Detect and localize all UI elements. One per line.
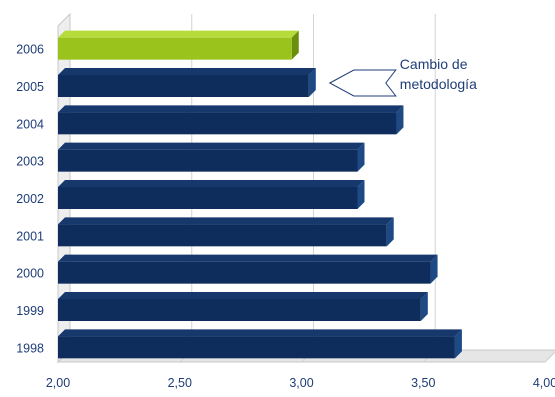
bars [58, 30, 462, 359]
annotation: Cambio de metodología [328, 56, 477, 97]
y-tick-label: 2002 [16, 192, 44, 206]
bar-top-face [58, 142, 365, 150]
y-tick-label: 1998 [16, 341, 44, 355]
annotation-text-line1: Cambio de [400, 56, 468, 72]
bar-front-face [58, 112, 397, 135]
y-axis-tick-labels: 1998 1999 2000 2001 2002 2003 2004 2005 2006 [16, 43, 44, 356]
y-tick-label: 2000 [16, 267, 44, 281]
bar-top-face [58, 217, 394, 225]
bar-side-face [454, 329, 462, 359]
bar-2001 [58, 217, 394, 247]
bar-front-face [58, 336, 455, 359]
bar-2006 [58, 30, 299, 60]
annotation-arrow-icon [328, 69, 397, 97]
y-tick-label: 2003 [16, 155, 44, 169]
bar-1999 [58, 292, 428, 321]
bar-side-face [430, 254, 438, 284]
x-tick-label: 3,00 [289, 376, 313, 390]
bar-2004 [58, 105, 404, 135]
bar-top-face [58, 180, 365, 187]
bar-top-face [58, 105, 404, 113]
gridline-floor [544, 351, 555, 363]
bar-side-face [420, 292, 428, 321]
bar-top-face [58, 329, 462, 337]
x-tick-label: 3,50 [411, 376, 435, 390]
y-tick-label: 2004 [16, 117, 44, 131]
bar-2003 [58, 142, 365, 172]
bar-front-face [58, 261, 431, 284]
x-tick-label: 4,00 [533, 376, 555, 390]
bar-front-face [58, 37, 292, 60]
y-tick-label: 1999 [16, 304, 44, 318]
y-tick-label: 2005 [16, 80, 44, 94]
x-tick-label: 2,00 [46, 376, 70, 390]
bar-front-face [58, 299, 421, 321]
bar-top-face [58, 30, 299, 38]
annotation-text-line2: metodología [400, 76, 477, 92]
bar-side-face [291, 30, 299, 60]
bar-front-face [58, 75, 309, 97]
bar-side-face [357, 180, 365, 209]
bar-1998 [58, 329, 462, 359]
bar-side-face [308, 68, 316, 97]
bar-top-face [58, 254, 438, 262]
bar-top-face [58, 68, 316, 75]
bar-front-face [58, 187, 358, 209]
bar-top-face [58, 292, 428, 299]
bar-2005 [58, 68, 316, 97]
bar-side-face [386, 217, 394, 247]
bar-front-face [58, 224, 387, 247]
bar-side-face [357, 142, 365, 172]
bar-2000 [58, 254, 438, 284]
y-tick-label: 2006 [16, 43, 44, 57]
x-tick-label: 2,50 [168, 376, 192, 390]
bar-front-face [58, 149, 358, 172]
bar-2002 [58, 180, 365, 209]
x-axis-tick-labels: 2,00 2,50 3,00 3,50 4,00 [46, 376, 555, 390]
y-tick-label: 2001 [16, 229, 44, 243]
bar-side-face [396, 105, 404, 135]
